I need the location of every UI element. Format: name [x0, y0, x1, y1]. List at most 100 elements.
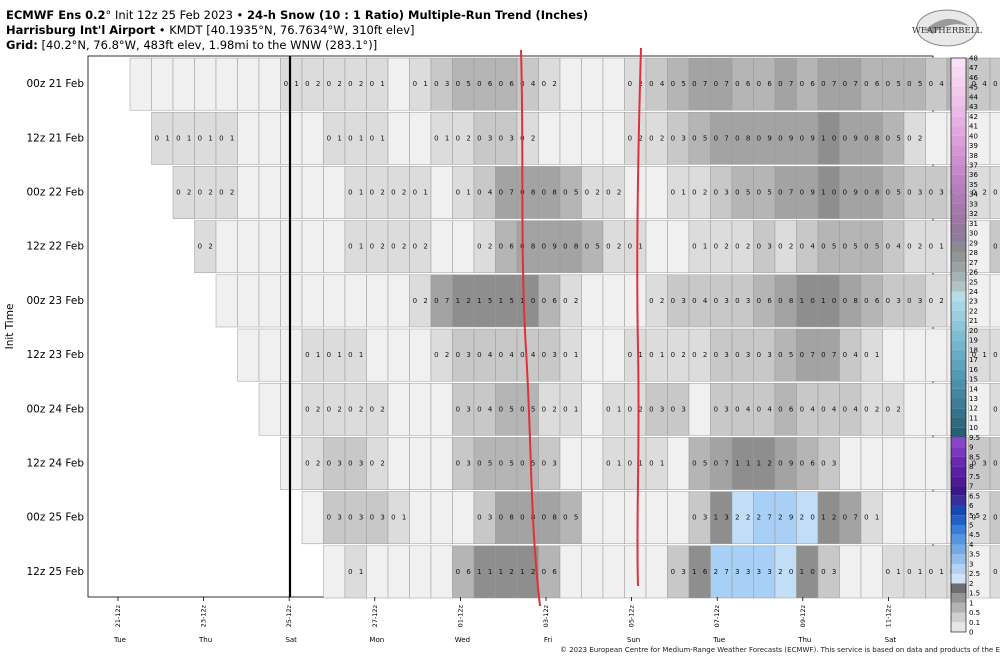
x-tick-label: 21-12z [114, 604, 122, 627]
cell-value-digit: 0 [456, 80, 460, 88]
heatmap-cell [344, 274, 367, 328]
cell-value-digit: 9 [853, 134, 857, 142]
colorbar-swatch [951, 486, 966, 496]
cell-value-digit: 0 [563, 297, 567, 305]
colorbar-swatch [951, 291, 966, 302]
cell-value-digit: 2 [703, 351, 707, 359]
cell-value-digit: 0 [434, 351, 438, 359]
cell-value-digit: 2 [896, 405, 900, 413]
colorbar-tick-label: 37 [969, 162, 978, 170]
colorbar-swatch [951, 408, 966, 418]
heatmap-cell [366, 328, 389, 382]
cell-value-digit: 2 [552, 405, 556, 413]
cell-value-digit: 3 [681, 405, 685, 413]
cell-value-digit: 0 [972, 460, 976, 468]
cell-value-digit: 0 [176, 189, 180, 197]
cell-value-digit: 7 [724, 568, 728, 576]
heatmap-cell [387, 57, 410, 111]
cell-value-digit: 0 [972, 189, 976, 197]
cell-value-digit: 0 [671, 405, 675, 413]
heatmap-cell [989, 545, 1000, 599]
heatmap-cell [581, 437, 604, 490]
heatmap-cell [301, 166, 324, 219]
colorbar-swatch [951, 242, 966, 253]
heatmap-cell [667, 437, 690, 490]
cell-value-digit: 0 [434, 134, 438, 142]
heatmap-cell [409, 111, 432, 165]
cell-value-digit: 7 [703, 80, 707, 88]
cell-value-digit: 0 [542, 405, 546, 413]
colorbar-swatch [951, 67, 966, 78]
cell-value-digit: 0 [477, 243, 481, 251]
heatmap-cell [237, 220, 260, 274]
cell-value-digit: 0 [886, 405, 890, 413]
cell-value-digit: 0 [778, 189, 782, 197]
cell-value-digit: 1 [574, 351, 578, 359]
heatmap-cell [452, 491, 475, 545]
cell-value-digit: 0 [886, 568, 890, 576]
heatmap-cell [882, 491, 905, 545]
cell-value-digit: 3 [681, 568, 685, 576]
cell-value-digit: 1 [477, 297, 481, 305]
cell-value-digit: 3 [488, 514, 492, 522]
colorbar-tick-label: 1 [969, 599, 973, 607]
cell-value-digit: 0 [456, 189, 460, 197]
colorbar-swatch [951, 524, 966, 535]
cell-value-digit: 0 [649, 460, 653, 468]
cell-value-digit: 5 [703, 460, 707, 468]
cell-value-digit: 9 [789, 514, 793, 522]
cell-value-digit: 0 [563, 405, 567, 413]
cell-value-digit: 0 [327, 80, 331, 88]
init-time-label: 12z 22 Feb [27, 241, 85, 253]
cell-value-digit: 2 [466, 134, 470, 142]
colorbar-swatch [951, 233, 966, 243]
cell-value-digit: 0 [477, 80, 481, 88]
colorbar-swatch [951, 388, 966, 399]
cell-value-digit: 1 [316, 351, 320, 359]
cell-value-digit: 0 [972, 80, 976, 88]
cell-value-digit: 1 [423, 189, 427, 197]
cell-value-digit: 0 [735, 243, 739, 251]
cell-value-digit: 0 [993, 460, 997, 468]
cell-value-digit: 2 [746, 243, 750, 251]
cell-value-digit: 4 [660, 80, 665, 88]
cell-value-digit: 0 [821, 405, 825, 413]
cell-value-digit: 1 [757, 460, 761, 468]
colorbar-swatch [951, 417, 966, 428]
cell-value-digit: 0 [456, 351, 460, 359]
heatmap-cell [258, 57, 281, 111]
cell-value-digit: 0 [348, 568, 352, 576]
cell-value-digit: 0 [778, 351, 782, 359]
heatmap-cell [903, 382, 926, 436]
cell-value-digit: 1 [692, 568, 696, 576]
colorbar-tick-label: 13 [969, 395, 978, 403]
cell-value-digit: 0 [563, 351, 567, 359]
colorbar-swatch [951, 340, 966, 350]
cell-value-digit: 1 [337, 351, 341, 359]
colorbar-tick-label: 47 [969, 64, 978, 72]
cell-value-digit: 2 [380, 405, 384, 413]
colorbar-swatch [951, 563, 966, 574]
day-label: Sat [285, 636, 297, 644]
cell-value-digit: 0 [714, 134, 718, 142]
cell-value-digit: 6 [875, 80, 880, 88]
cell-value-digit: 0 [821, 243, 825, 251]
heatmap-cell [667, 220, 690, 274]
x-tick-label: 01-12z [456, 604, 464, 627]
colorbar-swatch [951, 77, 966, 88]
cell-value-digit: 8 [746, 134, 750, 142]
cell-value-digit: 3 [552, 351, 556, 359]
heatmap-cell [925, 328, 948, 382]
cell-value-digit: 1 [499, 568, 503, 576]
heatmap-row: 0203030203050505030101010507111209060302… [280, 437, 1000, 490]
cell-value-digit: 1 [638, 460, 642, 468]
colorbar-swatch [951, 223, 966, 234]
colorbar-tick-label: 42 [969, 113, 978, 121]
cell-value-digit: 0 [348, 405, 352, 413]
heatmap-cell [409, 328, 432, 382]
cell-value-digit: 0 [520, 460, 524, 468]
heatmap-cell [581, 274, 604, 328]
cell-value-digit: 0 [499, 460, 503, 468]
cell-value-digit: 0 [649, 297, 653, 305]
